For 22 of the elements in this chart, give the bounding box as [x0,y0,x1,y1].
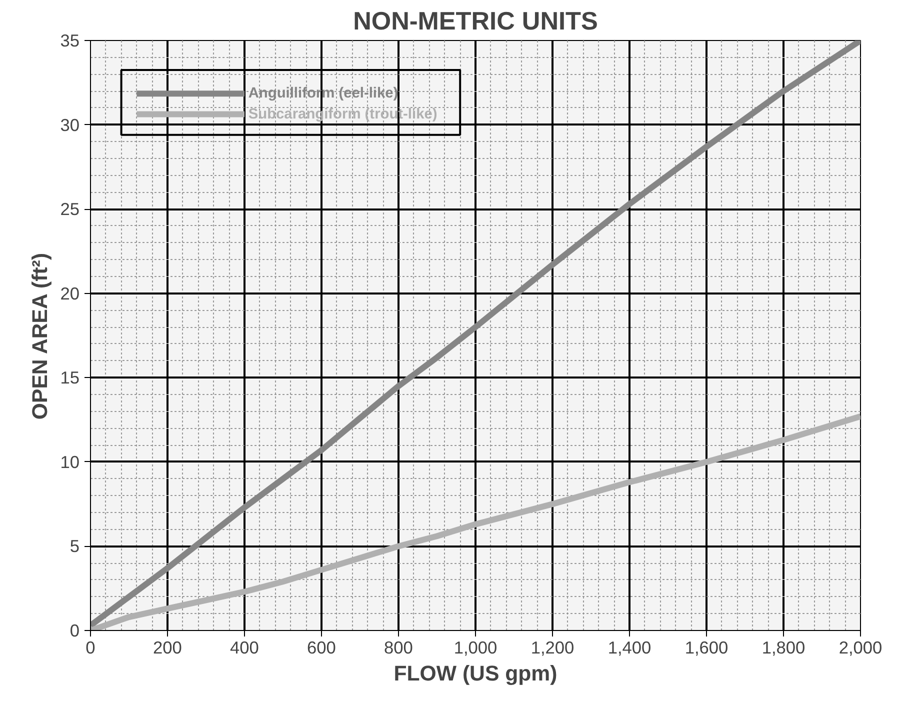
y-tick-label: 0 [70,620,80,640]
y-tick-label: 15 [60,368,80,388]
y-tick-label: 25 [60,199,80,220]
x-tick-label: 0 [86,638,96,658]
x-tick-label: 1,800 [762,638,806,658]
x-tick-label: 200 [153,638,182,658]
y-tick-label: 10 [60,452,80,472]
y-tick-label: 30 [60,114,80,135]
x-tick-label: 1,400 [608,638,652,658]
x-axis-title: FLOW (US gpm) [394,662,558,686]
y-tick-label: 35 [60,30,80,50]
x-tick-label: 2,000 [838,638,882,658]
x-tick-label: 1,000 [454,638,498,658]
y-tick-label: 5 [70,536,80,556]
y-axis-title: OPEN AREA (ft²) [28,252,52,420]
x-tick-label: 600 [307,638,336,658]
x-tick-label: 1,600 [684,638,728,658]
y-tick-label: 20 [60,283,80,304]
x-tick-label: 800 [384,638,413,658]
x-tick-label: 400 [230,638,259,658]
chart-title: NON-METRIC UNITS [353,8,598,36]
x-tick-label: 1,200 [530,638,574,658]
